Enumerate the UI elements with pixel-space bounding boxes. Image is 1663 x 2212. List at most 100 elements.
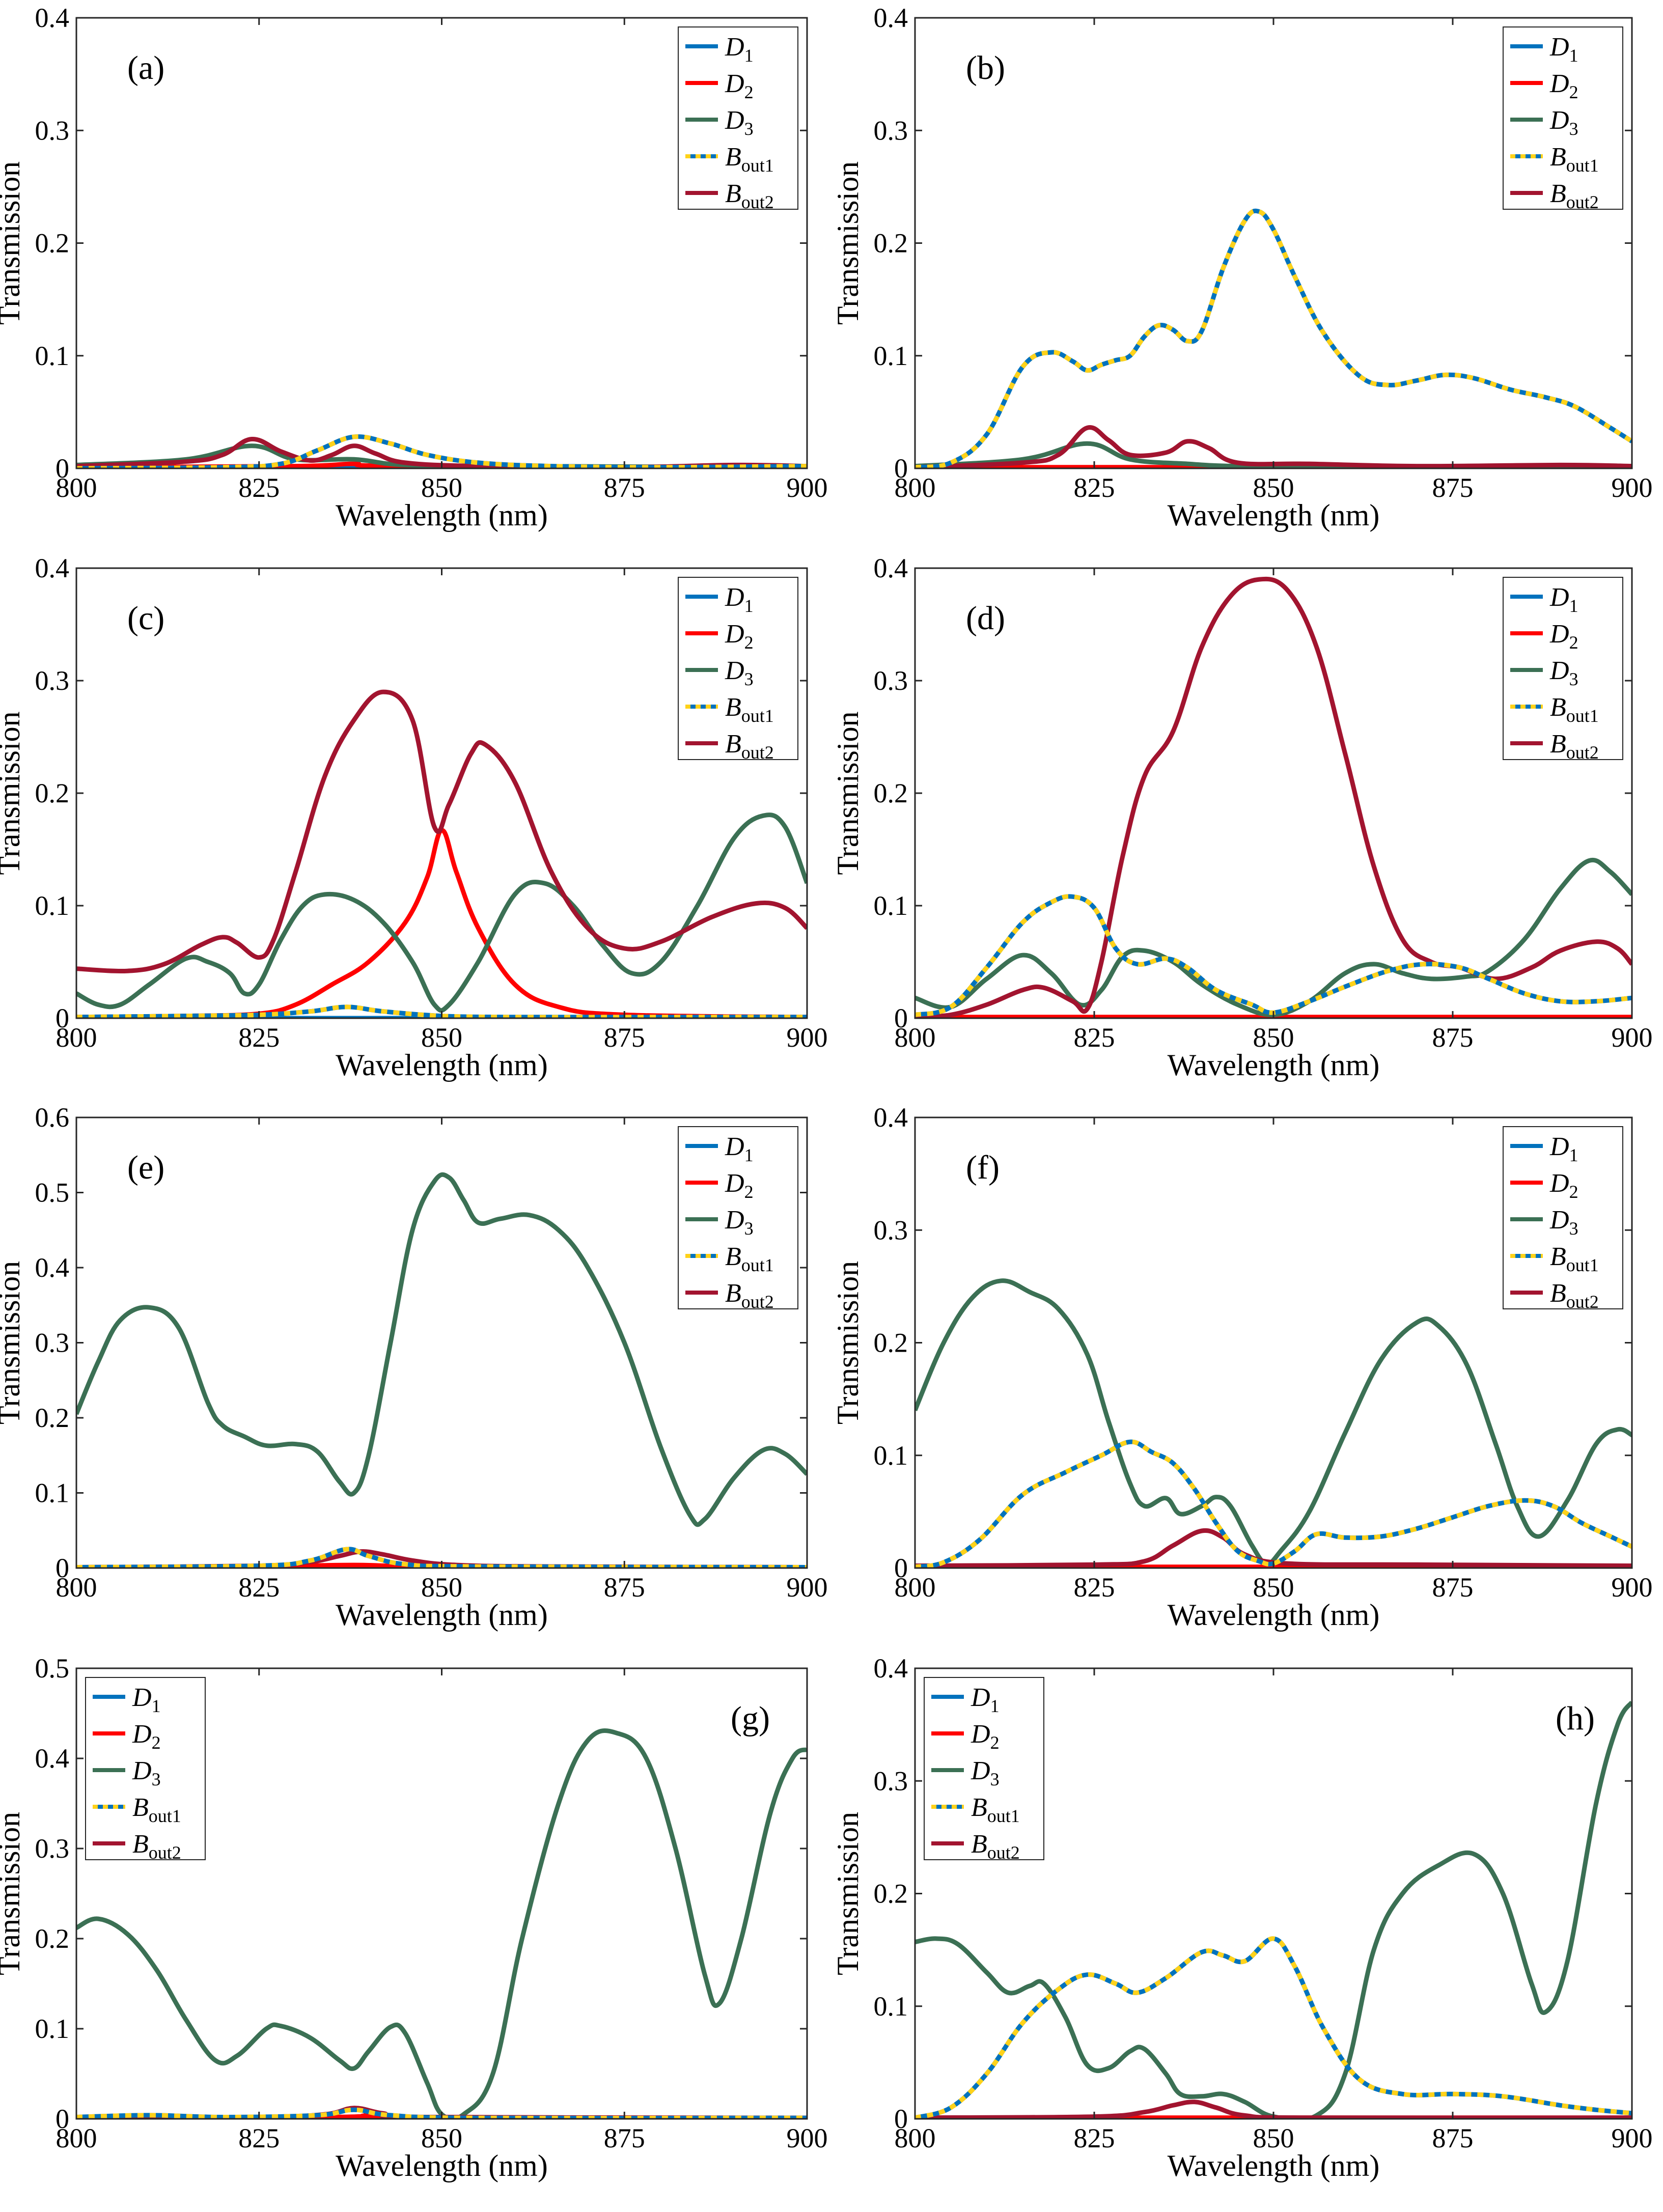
legend-label-base: D bbox=[1549, 33, 1569, 62]
legend-label-sub: out1 bbox=[741, 155, 774, 176]
legend-item-D3: D3 bbox=[685, 656, 754, 689]
y-tick-label: 0.4 bbox=[35, 553, 70, 583]
legend-label-base: B bbox=[725, 179, 741, 208]
legend-label: Bout1 bbox=[725, 143, 774, 176]
legend-label-sub: out2 bbox=[741, 742, 774, 763]
legend-label: Bout1 bbox=[1550, 1242, 1599, 1275]
y-axis-label: Transmission bbox=[831, 711, 865, 875]
y-tick-label: 0.4 bbox=[35, 3, 70, 33]
legend-item-Bout2: Bout2 bbox=[931, 1830, 1020, 1863]
legend-label-base: D bbox=[1549, 583, 1569, 612]
x-tick-label: 850 bbox=[421, 1022, 462, 1053]
legend-label: Bout2 bbox=[1550, 730, 1599, 763]
legend-label-sub: out1 bbox=[1566, 706, 1599, 726]
legend-label: D3 bbox=[132, 1756, 161, 1789]
y-tick-label: 0.4 bbox=[874, 553, 908, 583]
legend-label: Bout2 bbox=[971, 1830, 1020, 1863]
y-tick-label: 0.1 bbox=[874, 890, 908, 921]
y-tick-label: 0.3 bbox=[874, 1766, 908, 1796]
legend-label-sub: 2 bbox=[1569, 632, 1578, 653]
legend-label-sub: out2 bbox=[1566, 742, 1599, 763]
series-line-Bout1 bbox=[915, 1439, 1632, 1568]
legend-label-sub: 3 bbox=[1569, 1218, 1578, 1239]
x-axis-label: Wavelength (nm) bbox=[336, 1048, 548, 1082]
legend-label-base: B bbox=[1550, 143, 1566, 172]
x-tick-label: 825 bbox=[1074, 1572, 1115, 1603]
legend-label: D2 bbox=[725, 620, 754, 653]
panel-label: (c) bbox=[127, 600, 164, 637]
legend-label: D1 bbox=[725, 1132, 754, 1165]
legend-label-base: D bbox=[725, 69, 744, 98]
series-line-Bout1 bbox=[76, 434, 807, 468]
legend-label-sub: 1 bbox=[744, 1145, 754, 1165]
x-tick-label: 800 bbox=[895, 2123, 936, 2153]
series-line-Bout1 bbox=[915, 894, 1632, 1017]
legend-label-sub: 2 bbox=[1569, 1182, 1578, 1202]
x-tick-label: 800 bbox=[56, 1572, 97, 1603]
series-line-Bout1 bbox=[76, 1004, 807, 1018]
chart-panel-e: 800 825 850 875 900 0 0.1 0.2 0.3 0.4 0.5 0.6 Wavele… bbox=[0, 1102, 828, 1632]
legend-label: Bout2 bbox=[1550, 1279, 1599, 1312]
legend-label: D2 bbox=[1549, 69, 1578, 102]
y-axis-label: Transmission bbox=[0, 1812, 26, 1975]
y-tick-label: 0.4 bbox=[874, 3, 908, 33]
legend-item-D1: D1 bbox=[93, 1683, 161, 1716]
legend-label-sub: 3 bbox=[744, 119, 754, 139]
legend-label-base: D bbox=[1549, 106, 1569, 135]
legend-item-D1: D1 bbox=[1510, 583, 1578, 616]
legend-label-sub: 3 bbox=[1569, 669, 1578, 689]
legend-label-sub: out1 bbox=[741, 1255, 774, 1275]
legend-label-sub: 3 bbox=[990, 1769, 1000, 1789]
x-tick-label: 850 bbox=[1253, 1572, 1294, 1603]
x-tick-label: 825 bbox=[238, 472, 280, 503]
legend-label: Bout1 bbox=[971, 1793, 1020, 1826]
legend-label-sub: 3 bbox=[1569, 119, 1578, 139]
x-tick-label: 875 bbox=[604, 1022, 645, 1053]
x-tick-label: 825 bbox=[1074, 1022, 1115, 1053]
y-axis-label: Transmission bbox=[0, 711, 26, 875]
legend-label: D2 bbox=[725, 1169, 754, 1202]
legend-label-base: D bbox=[1549, 656, 1569, 685]
legend-item-D3: D3 bbox=[1510, 1206, 1578, 1239]
y-tick-label: 0.1 bbox=[874, 341, 908, 371]
legend-label-base: D bbox=[725, 620, 744, 649]
legend-item-D1: D1 bbox=[1510, 1132, 1578, 1165]
chart-panel-a: 800 825 850 875 900 0 0.1 0.2 0.3 0.4 Wavelength (… bbox=[0, 3, 828, 532]
legend-item-Bout1: Bout1 bbox=[1510, 1242, 1599, 1275]
y-tick-label: 0 bbox=[56, 453, 69, 484]
legend-label-sub: 2 bbox=[1569, 82, 1578, 102]
legend-label-base: D bbox=[725, 106, 744, 135]
legend-label: D3 bbox=[725, 106, 754, 139]
legend-label-base: D bbox=[725, 1169, 744, 1198]
y-tick-label: 0.1 bbox=[874, 1991, 908, 2022]
legend-label-sub: out1 bbox=[987, 1806, 1020, 1826]
y-tick-label: 0.3 bbox=[35, 115, 70, 146]
legend-label-sub: out1 bbox=[149, 1806, 181, 1826]
legend-item-D3: D3 bbox=[685, 1206, 754, 1239]
y-tick-label: 0 bbox=[894, 453, 908, 484]
legend-label-base: D bbox=[1549, 620, 1569, 649]
y-tick-label: 0.2 bbox=[35, 778, 70, 808]
y-tick-label: 0.3 bbox=[874, 1215, 908, 1245]
x-tick-label: 875 bbox=[1432, 1022, 1474, 1053]
legend-label: D2 bbox=[725, 69, 754, 102]
legend-item-D2: D2 bbox=[931, 1720, 1000, 1753]
y-tick-label: 0.2 bbox=[874, 1879, 908, 1909]
legend-label: Bout1 bbox=[725, 1242, 774, 1275]
y-axis-label: Transmission bbox=[0, 1261, 26, 1424]
x-tick-label: 825 bbox=[238, 1022, 280, 1053]
legend-item-Bout1: Bout1 bbox=[685, 143, 774, 176]
x-tick-label: 800 bbox=[56, 1022, 97, 1053]
y-tick-label: 0.2 bbox=[35, 1403, 70, 1433]
legend-label: D1 bbox=[725, 583, 754, 616]
x-tick-label: 875 bbox=[1432, 472, 1474, 503]
legend-label-sub: 3 bbox=[152, 1769, 161, 1789]
legend-label-sub: 1 bbox=[152, 1696, 161, 1716]
legend-item-D3: D3 bbox=[1510, 106, 1578, 139]
x-axis-label: Wavelength (nm) bbox=[336, 2149, 548, 2182]
series-line-Bout1 bbox=[915, 208, 1632, 468]
legend-item-Bout2: Bout2 bbox=[1510, 730, 1599, 763]
